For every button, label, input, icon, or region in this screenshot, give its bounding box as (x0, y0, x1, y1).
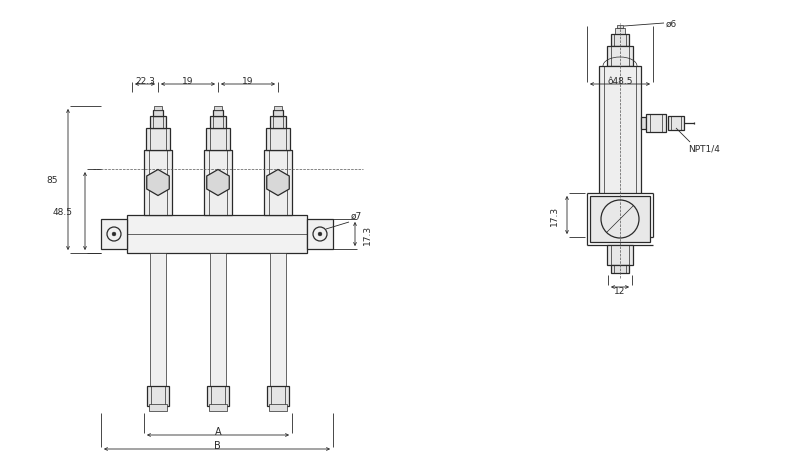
Text: 12: 12 (614, 287, 626, 296)
Bar (611, 35, 629, 47)
Bar (617, 26, 623, 29)
Bar (154, 107, 162, 111)
Bar (101, 219, 127, 250)
Bar (210, 117, 226, 129)
Bar (641, 118, 646, 130)
Text: 17.3: 17.3 (550, 206, 559, 225)
Bar (207, 386, 229, 406)
Bar (270, 117, 286, 129)
Bar (206, 129, 230, 150)
Circle shape (275, 181, 281, 186)
Polygon shape (266, 170, 290, 196)
Circle shape (215, 181, 221, 186)
Bar (144, 150, 172, 216)
Bar (150, 253, 166, 386)
Polygon shape (206, 170, 230, 196)
Bar (590, 197, 650, 243)
Bar (615, 29, 625, 35)
Bar (607, 245, 633, 265)
Bar (264, 150, 292, 216)
Bar (209, 404, 227, 411)
Bar (269, 404, 287, 411)
Bar (127, 216, 307, 253)
Text: ø6: ø6 (666, 19, 678, 28)
Bar (267, 386, 289, 406)
Bar (274, 107, 282, 111)
Circle shape (112, 233, 116, 236)
Bar (214, 107, 222, 111)
Text: 22.3: 22.3 (135, 77, 155, 86)
Bar (599, 67, 641, 194)
Bar (147, 386, 169, 406)
Circle shape (155, 181, 161, 186)
Text: NPT1/4: NPT1/4 (688, 144, 720, 153)
Bar (204, 150, 232, 216)
Text: ô48.5: ô48.5 (607, 76, 633, 85)
Bar (210, 253, 226, 386)
Bar (266, 129, 290, 150)
Text: B: B (214, 440, 220, 450)
Bar (646, 115, 666, 133)
Bar (611, 265, 629, 274)
Text: 17.3: 17.3 (363, 225, 372, 244)
Bar (149, 404, 167, 411)
Text: 19: 19 (242, 77, 254, 86)
Bar (270, 253, 286, 386)
Bar (607, 47, 633, 67)
Text: 19: 19 (182, 77, 194, 86)
Text: A: A (214, 426, 222, 436)
Text: ø7: ø7 (351, 212, 362, 220)
Bar (150, 117, 166, 129)
Circle shape (318, 233, 322, 236)
Bar (153, 111, 163, 117)
Bar (307, 219, 333, 250)
Bar (213, 111, 223, 117)
Text: 48.5: 48.5 (53, 207, 73, 216)
Polygon shape (146, 170, 170, 196)
Bar (273, 111, 283, 117)
Bar (146, 129, 170, 150)
Text: 85: 85 (46, 175, 58, 185)
Bar (668, 117, 684, 131)
